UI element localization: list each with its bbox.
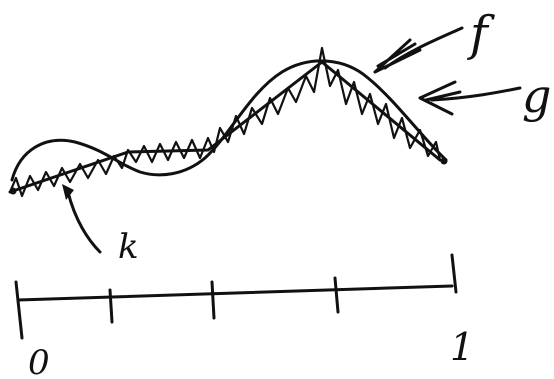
axis-label-start: 0 [28,343,50,379]
curve-f [10,59,448,182]
arrowhead-k [62,184,74,200]
label-k: k [118,227,139,267]
arrow-to-g [418,80,522,116]
tick-2 [210,280,216,320]
zigzag-k [8,46,442,198]
tick-1 [108,288,114,324]
endpoint-right [440,157,448,165]
arrow-to-k [66,190,102,254]
tick-0 [14,280,24,340]
axis-label-end: 1 [450,325,474,369]
tick-4 [450,253,458,294]
arrow-to-f [373,26,464,74]
tick-3 [333,276,340,314]
label-f: f [467,6,495,62]
endpoint-left [9,187,17,195]
polyline-g [8,60,442,194]
number-line [16,284,454,302]
label-g: g [522,69,551,123]
